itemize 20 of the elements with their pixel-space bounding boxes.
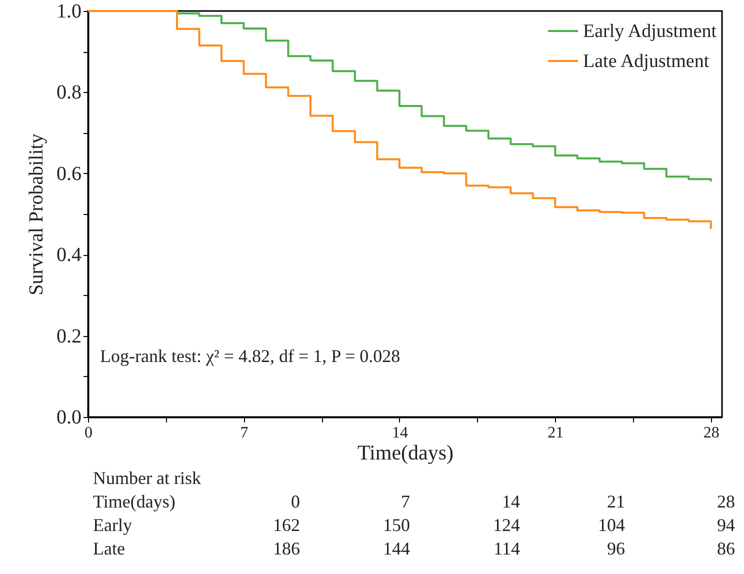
legend-label: Early Adjustment [583, 21, 718, 42]
text: Time(days) 0 7 14 21 28 [93, 492, 735, 512]
text: Number at risk [93, 468, 201, 488]
x-axis-title: Time(days) [357, 440, 454, 464]
annotation: Log-rank test: χ² = 4.82, df = 1, P = 0.028 [100, 346, 400, 366]
legend-label: Late Adjustment [583, 51, 710, 72]
y-tick-label: 0.0 [56, 406, 82, 428]
text: Late 186 144 114 96 86 [93, 538, 735, 558]
y-tick-label: 0.6 [56, 162, 82, 185]
y-tick-label: 0.2 [56, 325, 82, 348]
y-tick-label: 0.4 [56, 244, 82, 266]
x-tick-label: 14 [392, 424, 408, 442]
x-tick-label: 0 [84, 424, 92, 442]
y-tick-label: 1.0 [56, 0, 82, 22]
x-tick-label: 28 [703, 424, 720, 442]
y-axis-title: Survival Probability [26, 134, 48, 296]
text: Early 162 150 124 104 94 [93, 515, 735, 535]
y-tick-label: 0.8 [56, 82, 82, 104]
x-tick-label: 7 [240, 424, 248, 442]
x-tick-label: 21 [548, 424, 564, 442]
